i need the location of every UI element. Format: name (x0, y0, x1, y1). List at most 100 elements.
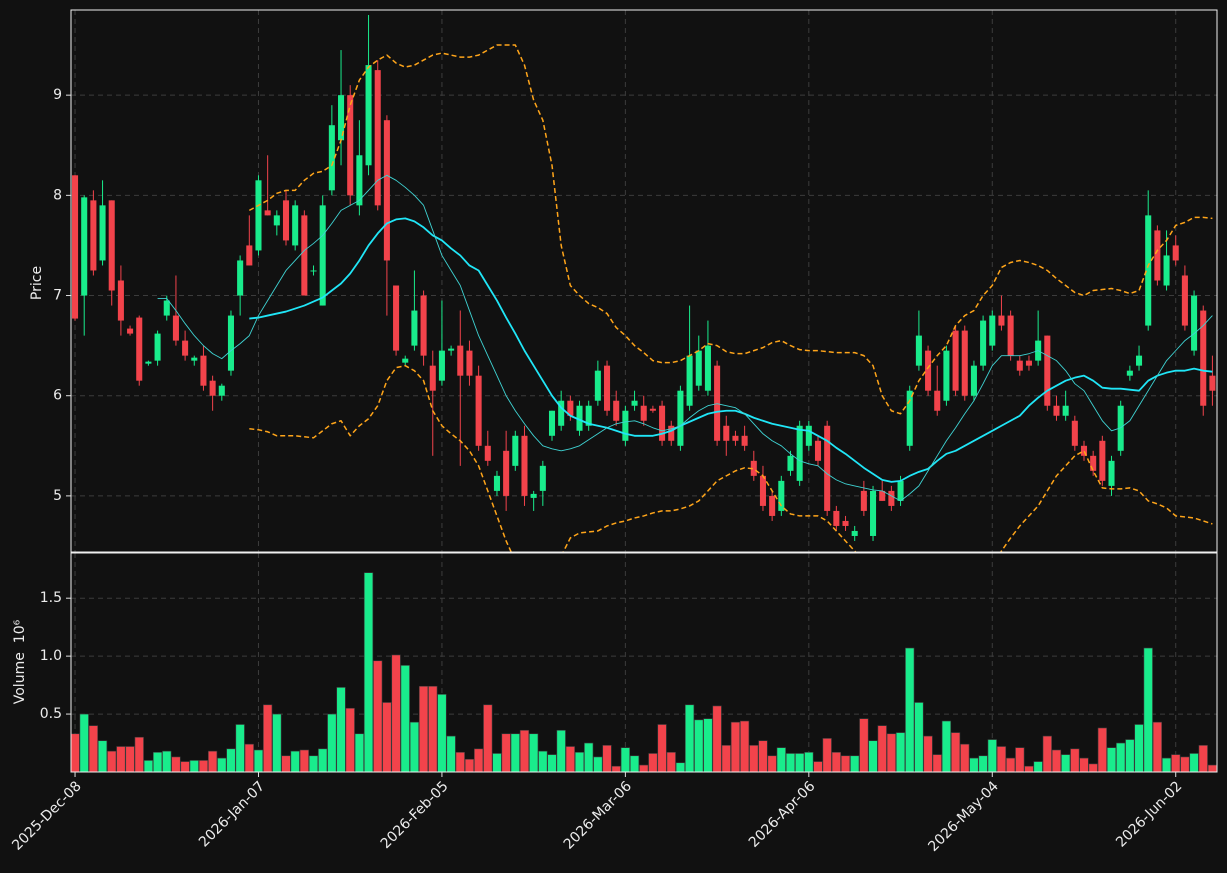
volume-bar (1207, 764, 1217, 772)
y-tick-label: 7 (53, 288, 62, 304)
volume-bar (712, 705, 722, 772)
volume-bar (418, 685, 429, 772)
candle-body (906, 390, 913, 446)
candle-body (127, 328, 134, 334)
y-tick-label: 1.5 (40, 590, 62, 606)
volume-bar (492, 753, 502, 772)
candle-body (512, 435, 519, 466)
candle-body (695, 350, 702, 386)
candle-body (567, 400, 574, 416)
candle-body (796, 425, 803, 481)
candle-body (1117, 405, 1124, 451)
candle-body (548, 410, 556, 436)
candle-body (1191, 295, 1198, 351)
candle-body (448, 348, 455, 351)
volume-bar (840, 755, 851, 772)
volume-bar (308, 755, 319, 772)
candle-body (1200, 310, 1207, 406)
line-series (157, 174, 1213, 502)
candle-body (99, 205, 106, 261)
candle-body (998, 315, 1005, 326)
volume-bar (88, 725, 98, 772)
volume-bar (657, 724, 667, 772)
candle-body (1062, 405, 1069, 416)
volume-bar (235, 724, 245, 772)
volume-bar (281, 755, 291, 772)
volume-bar (318, 748, 328, 772)
candle-body (438, 350, 445, 381)
candle-body (503, 450, 510, 496)
volume-bar (226, 748, 236, 772)
volume-bar (1116, 742, 1126, 772)
candle-body (374, 70, 381, 206)
candle-body (1154, 230, 1161, 281)
volume-bar (116, 746, 126, 772)
volume-bar (1152, 721, 1162, 772)
y-axis-label: Price (29, 266, 45, 300)
candle-body (860, 490, 867, 511)
volume-bar (620, 747, 630, 772)
volume-bar (923, 735, 933, 772)
candle-body (576, 405, 583, 431)
volume-bar (694, 719, 704, 772)
volume-bar (758, 740, 768, 772)
candle-body (778, 480, 785, 511)
candle-body (980, 320, 987, 366)
candle-body (1053, 405, 1060, 416)
volume-bar (629, 755, 640, 772)
candle-body (255, 180, 262, 251)
volume-bar (941, 720, 952, 772)
volume-bar (969, 757, 979, 772)
candle-body (970, 365, 977, 396)
volume-bar (740, 720, 750, 772)
volume-bar (290, 750, 300, 772)
candle-body (989, 315, 996, 346)
volume-bar (593, 756, 603, 772)
volume-bar (785, 753, 796, 772)
volume-bar (464, 758, 475, 772)
candle-body (659, 405, 666, 441)
volume-bar (776, 747, 786, 772)
candle-body (934, 390, 941, 411)
volume-bar (79, 713, 89, 772)
volume-bar (474, 748, 484, 772)
candle-body (952, 330, 959, 391)
volume-bar (152, 752, 163, 772)
volume-bar (639, 764, 649, 772)
candle-body (668, 425, 675, 441)
volume-bar (1015, 747, 1025, 772)
volume-bar (143, 760, 154, 772)
volume-bar (886, 733, 896, 772)
volume-bar (565, 746, 575, 772)
volume-bar (850, 755, 860, 772)
candle-body (200, 355, 207, 386)
candle-body (677, 390, 684, 446)
candle-body (420, 295, 427, 356)
candle-body (493, 475, 500, 491)
volume-bar (1171, 754, 1181, 772)
candle-body (163, 300, 170, 316)
y-axis-scale: 10⁶ (12, 619, 28, 643)
volume-bar (584, 742, 594, 772)
volume-bar (1180, 756, 1190, 772)
candle-body (879, 490, 886, 501)
candle-body (833, 510, 840, 526)
candle-body (732, 435, 739, 441)
candle-body (145, 361, 152, 364)
volume-bar (455, 752, 465, 772)
volume-bar (1097, 727, 1107, 772)
candle-body (411, 310, 418, 346)
candle-body (539, 465, 546, 491)
candle-body (585, 405, 592, 426)
volume-bar (263, 704, 273, 772)
volume-bar (345, 707, 355, 772)
volume-bar (180, 761, 190, 772)
volume-bar (804, 752, 814, 772)
candle-body (1016, 360, 1023, 371)
candle-body (1126, 370, 1133, 376)
volume-bar (519, 729, 530, 772)
candle-body (594, 370, 601, 401)
y-tick-label: 1.0 (40, 648, 62, 664)
